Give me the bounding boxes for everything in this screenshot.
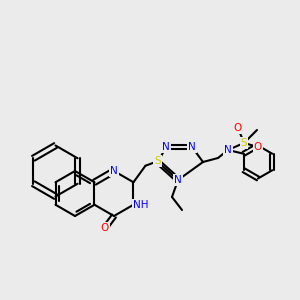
Text: N: N (188, 142, 196, 152)
Text: N: N (110, 166, 118, 176)
Text: O: O (254, 142, 262, 152)
Text: S: S (154, 156, 161, 166)
Text: N: N (162, 142, 170, 152)
Text: N: N (174, 175, 182, 185)
Text: N: N (224, 145, 232, 155)
Text: NH: NH (133, 200, 149, 210)
Text: O: O (234, 123, 242, 133)
Text: O: O (101, 223, 109, 233)
Text: S: S (241, 138, 247, 148)
